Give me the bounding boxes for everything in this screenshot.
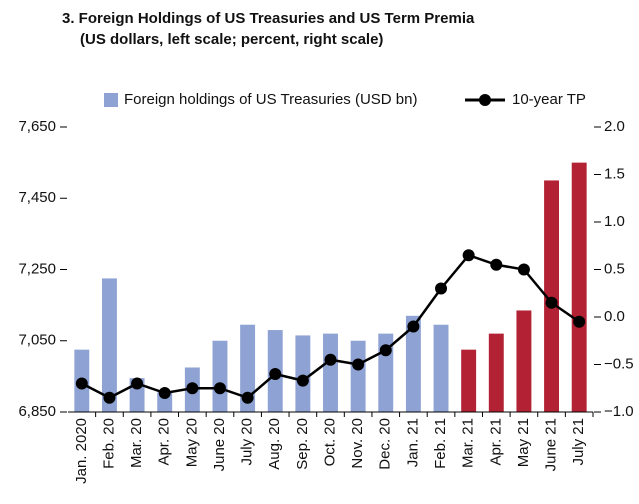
bar (433, 324, 449, 412)
legend-swatch (104, 93, 118, 107)
line-marker (131, 377, 144, 390)
x-tick-label: July 20 (239, 418, 256, 466)
x-tick-label: Nov. 20 (349, 418, 366, 469)
y2-tick-label: 2.0 (604, 118, 625, 135)
x-tick-label: Oct. 20 (321, 418, 338, 466)
line-marker (573, 315, 586, 328)
y2-tick-label: 0.5 (604, 260, 625, 277)
line-marker (352, 358, 365, 371)
bar (516, 310, 532, 412)
x-tick-label: June 21 (543, 418, 560, 471)
y-tick-label: 6,850 (18, 403, 56, 420)
x-tick-label: Mar. 20 (128, 418, 145, 468)
line-marker (296, 374, 309, 387)
chart-title: 3. Foreign Holdings of US Treasuries and… (62, 10, 475, 27)
bar (212, 340, 228, 412)
line-marker (103, 391, 116, 404)
x-tick-label: Dec. 20 (377, 418, 394, 470)
x-tick-label: Sep. 20 (294, 418, 311, 470)
x-tick-label: Jan. 2020 (73, 418, 90, 484)
legend-label: Foreign holdings of US Treasuries (USD b… (124, 91, 417, 108)
bar (571, 162, 587, 412)
line-marker (545, 296, 558, 309)
chart-subtitle: (US dollars, left scale; percent, right … (80, 31, 383, 48)
bar (488, 333, 504, 412)
line-marker (490, 258, 503, 271)
line-marker (158, 387, 171, 399)
bar (323, 333, 338, 412)
x-tick-label: Feb. 21 (432, 418, 449, 469)
y2-tick-label: −0.5 (604, 355, 634, 372)
line-marker (407, 320, 420, 333)
bar (295, 335, 311, 412)
legend-marker (479, 94, 491, 106)
legend-label: 10-year TP (512, 91, 586, 108)
line-marker (462, 249, 475, 262)
x-tick-label: Feb. 20 (100, 418, 117, 469)
y-tick-label: 7,050 (18, 332, 56, 349)
y-tick-label: 7,650 (18, 118, 56, 135)
line-marker (517, 263, 530, 276)
x-tick-label: Aug. 20 (266, 418, 283, 470)
bar (405, 315, 421, 412)
x-tick-label: Jan. 21 (404, 418, 421, 467)
y-tick-label: 7,450 (18, 189, 56, 206)
x-tick-label: Apr. 20 (156, 418, 173, 466)
y2-tick-label: 1.0 (604, 213, 625, 230)
line-marker (241, 391, 254, 404)
line-marker (435, 282, 448, 295)
bar (461, 349, 477, 412)
x-tick-label: May 21 (515, 418, 532, 467)
x-tick-label: June 20 (211, 418, 228, 471)
x-tick-label: May 20 (183, 418, 200, 467)
x-tick-label: Mar. 21 (460, 418, 477, 468)
y2-tick-label: 1.5 (604, 165, 625, 182)
line-marker (213, 382, 226, 395)
line-marker (75, 377, 88, 390)
bar (101, 278, 117, 412)
x-tick-label: Apr. 21 (487, 418, 504, 466)
y2-tick-label: 0.0 (604, 308, 625, 325)
y2-tick-label: −1.0 (604, 403, 634, 420)
line-marker (269, 368, 282, 380)
line-marker (324, 353, 337, 366)
bar (240, 324, 256, 412)
bar (544, 180, 560, 412)
y-tick-label: 7,250 (18, 260, 56, 277)
bar (350, 340, 366, 412)
line-marker (186, 382, 199, 395)
x-tick-label: July 21 (570, 418, 587, 466)
line-marker (379, 344, 392, 357)
